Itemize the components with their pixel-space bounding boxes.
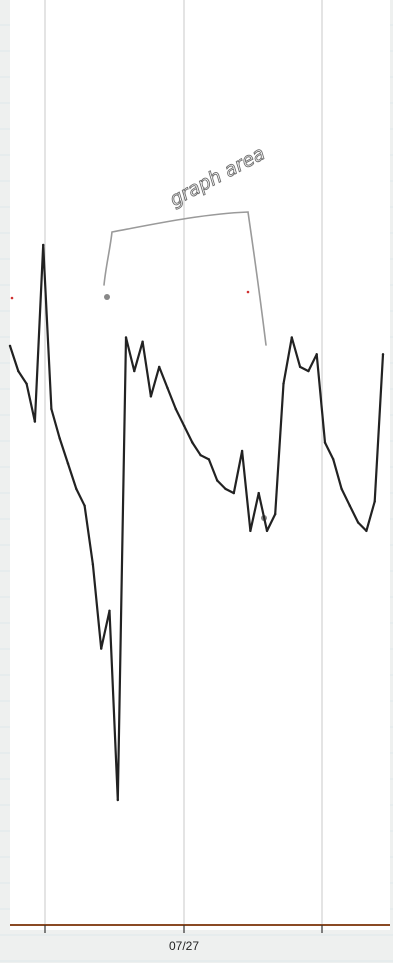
data-point (116, 798, 120, 802)
data-point (207, 458, 211, 461)
data-point (249, 529, 252, 533)
data-point (50, 407, 53, 411)
series-layer (8, 243, 385, 802)
annotation-layer (10, 211, 267, 521)
data-point (66, 462, 70, 465)
data-point (323, 441, 327, 444)
data-point (373, 500, 376, 503)
data-point (91, 563, 95, 566)
data-point (348, 504, 351, 507)
pen-dot (10, 296, 14, 300)
data-point (298, 365, 302, 369)
data-point (25, 382, 28, 385)
data-point (124, 336, 128, 339)
data-point (365, 529, 368, 533)
data-point (17, 369, 20, 373)
data-point (332, 458, 335, 461)
data-point (307, 369, 310, 373)
data-point (100, 647, 103, 650)
grid-lines (44, 0, 323, 925)
annotation-marker (104, 294, 110, 300)
data-point (108, 609, 111, 612)
data-point (149, 395, 153, 398)
data-point (191, 441, 194, 444)
series-line (8, 243, 385, 802)
data-point (8, 344, 12, 348)
data-point (274, 512, 277, 516)
data-point (315, 353, 318, 356)
data-point (33, 420, 37, 423)
data-point (182, 424, 186, 427)
data-point (216, 479, 219, 482)
data-point (75, 487, 78, 491)
data-point (42, 243, 45, 247)
data-point (83, 504, 86, 507)
data-point (58, 437, 61, 440)
data-point (232, 491, 235, 495)
data-point (381, 353, 385, 356)
data-point (141, 340, 144, 343)
pen-dot (246, 290, 250, 294)
data-point (199, 454, 202, 457)
data-point (133, 369, 136, 373)
data-point (290, 336, 293, 339)
data-point (265, 529, 269, 533)
data-point (166, 386, 169, 390)
data-point (158, 365, 161, 369)
data-point (224, 487, 227, 491)
data-point (257, 491, 260, 495)
x-axis-ticks (44, 925, 323, 933)
x-tick-label: 07/27 (169, 939, 199, 953)
data-point (356, 521, 360, 524)
data-point (340, 487, 343, 491)
annotation-bracket (103, 211, 267, 346)
plot-area (10, 0, 390, 930)
data-point (282, 382, 285, 385)
data-point (174, 407, 177, 411)
data-point (240, 449, 244, 453)
